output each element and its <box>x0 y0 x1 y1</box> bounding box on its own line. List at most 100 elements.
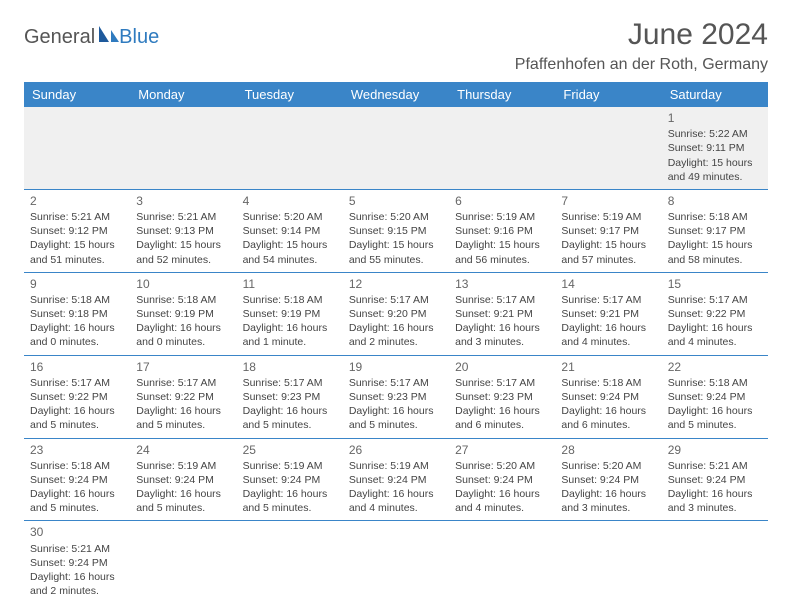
calendar-day-cell <box>555 107 661 189</box>
sunrise-text: Sunrise: 5:19 AM <box>349 459 443 473</box>
calendar-week-row: 23Sunrise: 5:18 AMSunset: 9:24 PMDayligh… <box>24 438 768 521</box>
day-number: 10 <box>136 276 230 292</box>
day-number: 3 <box>136 193 230 209</box>
sunrise-text: Sunrise: 5:17 AM <box>136 376 230 390</box>
daylight-text: Daylight: 16 hours <box>349 404 443 418</box>
sunset-text: Sunset: 9:22 PM <box>136 390 230 404</box>
sunset-text: Sunset: 9:18 PM <box>30 307 124 321</box>
calendar-day-cell: 12Sunrise: 5:17 AMSunset: 9:20 PMDayligh… <box>343 272 449 355</box>
calendar-day-cell <box>24 107 130 189</box>
calendar-day-cell <box>343 521 449 603</box>
calendar-day-cell: 13Sunrise: 5:17 AMSunset: 9:21 PMDayligh… <box>449 272 555 355</box>
daylight-text: and 6 minutes. <box>455 418 549 432</box>
daylight-text: and 6 minutes. <box>561 418 655 432</box>
day-number: 19 <box>349 359 443 375</box>
sunrise-text: Sunrise: 5:21 AM <box>136 210 230 224</box>
daylight-text: Daylight: 16 hours <box>243 321 337 335</box>
sunrise-text: Sunrise: 5:17 AM <box>455 293 549 307</box>
sunrise-text: Sunrise: 5:18 AM <box>30 293 124 307</box>
day-header: Friday <box>555 82 661 107</box>
sunset-text: Sunset: 9:20 PM <box>349 307 443 321</box>
calendar-day-cell: 8Sunrise: 5:18 AMSunset: 9:17 PMDaylight… <box>662 189 768 272</box>
daylight-text: Daylight: 15 hours <box>30 238 124 252</box>
daylight-text: and 58 minutes. <box>668 253 762 267</box>
daylight-text: Daylight: 15 hours <box>136 238 230 252</box>
day-number: 25 <box>243 442 337 458</box>
sunset-text: Sunset: 9:15 PM <box>349 224 443 238</box>
sunset-text: Sunset: 9:19 PM <box>243 307 337 321</box>
sunset-text: Sunset: 9:21 PM <box>561 307 655 321</box>
sunset-text: Sunset: 9:12 PM <box>30 224 124 238</box>
day-header: Sunday <box>24 82 130 107</box>
daylight-text: and 5 minutes. <box>30 501 124 515</box>
day-number: 13 <box>455 276 549 292</box>
sunset-text: Sunset: 9:17 PM <box>561 224 655 238</box>
day-number: 4 <box>243 193 337 209</box>
sunset-text: Sunset: 9:19 PM <box>136 307 230 321</box>
sunrise-text: Sunrise: 5:19 AM <box>136 459 230 473</box>
day-header-row: Sunday Monday Tuesday Wednesday Thursday… <box>24 82 768 107</box>
day-number: 22 <box>668 359 762 375</box>
daylight-text: Daylight: 16 hours <box>243 487 337 501</box>
daylight-text: Daylight: 16 hours <box>668 321 762 335</box>
calendar-day-cell: 19Sunrise: 5:17 AMSunset: 9:23 PMDayligh… <box>343 355 449 438</box>
calendar-day-cell: 27Sunrise: 5:20 AMSunset: 9:24 PMDayligh… <box>449 438 555 521</box>
daylight-text: Daylight: 16 hours <box>136 404 230 418</box>
daylight-text: and 5 minutes. <box>30 418 124 432</box>
daylight-text: and 0 minutes. <box>30 335 124 349</box>
sunrise-text: Sunrise: 5:17 AM <box>30 376 124 390</box>
calendar-day-cell: 20Sunrise: 5:17 AMSunset: 9:23 PMDayligh… <box>449 355 555 438</box>
calendar-day-cell: 6Sunrise: 5:19 AMSunset: 9:16 PMDaylight… <box>449 189 555 272</box>
daylight-text: Daylight: 16 hours <box>136 321 230 335</box>
calendar-week-row: 9Sunrise: 5:18 AMSunset: 9:18 PMDaylight… <box>24 272 768 355</box>
sunrise-text: Sunrise: 5:20 AM <box>561 459 655 473</box>
day-number: 17 <box>136 359 230 375</box>
title-block: June 2024 Pfaffenhofen an der Roth, Germ… <box>515 18 768 74</box>
day-number: 5 <box>349 193 443 209</box>
daylight-text: Daylight: 16 hours <box>455 404 549 418</box>
calendar-day-cell: 21Sunrise: 5:18 AMSunset: 9:24 PMDayligh… <box>555 355 661 438</box>
calendar-day-cell: 3Sunrise: 5:21 AMSunset: 9:13 PMDaylight… <box>130 189 236 272</box>
daylight-text: and 5 minutes. <box>668 418 762 432</box>
daylight-text: and 3 minutes. <box>455 335 549 349</box>
day-number: 2 <box>30 193 124 209</box>
calendar-day-cell <box>662 521 768 603</box>
daylight-text: and 54 minutes. <box>243 253 337 267</box>
daylight-text: Daylight: 16 hours <box>455 487 549 501</box>
daylight-text: and 2 minutes. <box>349 335 443 349</box>
sunrise-text: Sunrise: 5:18 AM <box>561 376 655 390</box>
daylight-text: and 56 minutes. <box>455 253 549 267</box>
calendar-day-cell <box>237 521 343 603</box>
logo: General Blue <box>24 24 159 50</box>
day-number: 12 <box>349 276 443 292</box>
sunset-text: Sunset: 9:11 PM <box>668 141 762 155</box>
logo-text-general: General <box>24 26 95 49</box>
daylight-text: Daylight: 16 hours <box>30 321 124 335</box>
sunrise-text: Sunrise: 5:20 AM <box>455 459 549 473</box>
day-number: 9 <box>30 276 124 292</box>
sunset-text: Sunset: 9:23 PM <box>455 390 549 404</box>
day-number: 24 <box>136 442 230 458</box>
day-number: 27 <box>455 442 549 458</box>
daylight-text: and 5 minutes. <box>243 501 337 515</box>
daylight-text: Daylight: 15 hours <box>668 156 762 170</box>
sunrise-text: Sunrise: 5:21 AM <box>30 210 124 224</box>
sunset-text: Sunset: 9:24 PM <box>30 556 124 570</box>
sunset-text: Sunset: 9:22 PM <box>30 390 124 404</box>
calendar-day-cell: 9Sunrise: 5:18 AMSunset: 9:18 PMDaylight… <box>24 272 130 355</box>
calendar-day-cell: 16Sunrise: 5:17 AMSunset: 9:22 PMDayligh… <box>24 355 130 438</box>
sunset-text: Sunset: 9:23 PM <box>349 390 443 404</box>
sunrise-text: Sunrise: 5:20 AM <box>243 210 337 224</box>
daylight-text: and 5 minutes. <box>349 418 443 432</box>
sunset-text: Sunset: 9:22 PM <box>668 307 762 321</box>
calendar-day-cell: 14Sunrise: 5:17 AMSunset: 9:21 PMDayligh… <box>555 272 661 355</box>
daylight-text: Daylight: 16 hours <box>561 404 655 418</box>
sunrise-text: Sunrise: 5:22 AM <box>668 127 762 141</box>
daylight-text: and 5 minutes. <box>136 418 230 432</box>
calendar-day-cell: 5Sunrise: 5:20 AMSunset: 9:15 PMDaylight… <box>343 189 449 272</box>
sunset-text: Sunset: 9:14 PM <box>243 224 337 238</box>
location-label: Pfaffenhofen an der Roth, Germany <box>515 56 768 74</box>
day-number: 23 <box>30 442 124 458</box>
sunset-text: Sunset: 9:24 PM <box>30 473 124 487</box>
sunset-text: Sunset: 9:24 PM <box>668 390 762 404</box>
